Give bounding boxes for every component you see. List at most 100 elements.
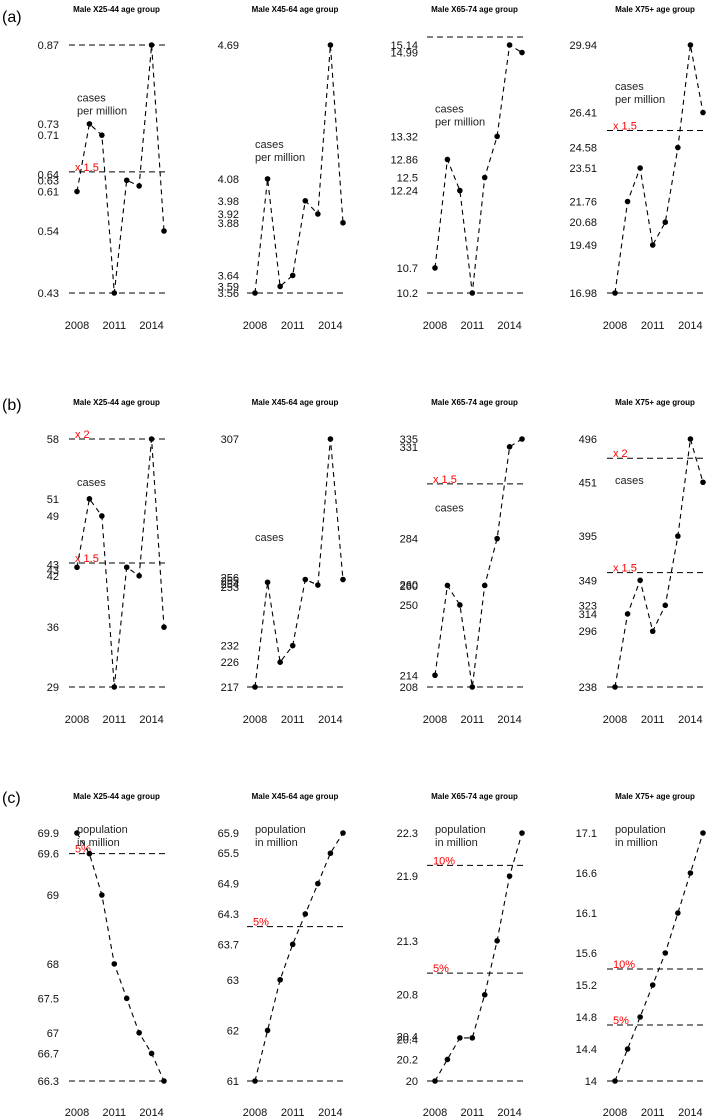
data-point (252, 290, 258, 296)
unit-annotation: cases (255, 139, 284, 151)
y-tick-label: 20 (406, 1076, 418, 1088)
unit-annotation: cases (255, 532, 284, 544)
y-tick-label: 260 (400, 580, 418, 592)
data-point (123, 564, 130, 571)
data-point (99, 132, 105, 138)
x-tick-label: 2011 (460, 714, 484, 726)
x-tick-label: 2014 (139, 1107, 163, 1118)
x-tick-label: 2011 (460, 1107, 484, 1118)
y-tick-label: 238 (579, 682, 597, 694)
x-tick-label: 2014 (318, 714, 342, 726)
data-point (86, 496, 93, 502)
y-tick-label: 66.7 (38, 1048, 59, 1060)
data-point (289, 941, 296, 948)
x-tick-label: 2014 (497, 1107, 521, 1118)
y-tick-label: 496 (579, 434, 597, 446)
data-point (649, 628, 656, 635)
subplot: Male X75+ age group 17.1 16.6 16.1 15.6 15.2 1… (576, 792, 706, 1118)
subplot: Male X65-74 age group 22.3 21.9 21.3 20.8 20.… (397, 792, 525, 1118)
data-point (662, 602, 669, 609)
data-point (315, 582, 321, 588)
unit-annotation: population (435, 824, 486, 836)
y-tick-label: 49 (47, 511, 59, 523)
reference-label: x 1.5 (433, 474, 457, 486)
unit-annotation: population (255, 824, 306, 836)
y-tick-label: 349 (579, 575, 597, 587)
series-line (254, 832, 344, 1082)
subplot-title: Male X65-74 age group (431, 5, 518, 14)
x-tick-label: 2008 (65, 714, 89, 726)
data-point (519, 49, 525, 56)
y-tick-label: 296 (579, 626, 597, 638)
y-tick-label: 0.64 (38, 170, 59, 182)
data-point (302, 576, 309, 583)
y-tick-label: 0.87 (38, 40, 59, 52)
subplot: Male X25-44 age group 69.9 69.6 69 68 67.5 67 6… (38, 792, 167, 1118)
data-point (264, 176, 271, 182)
y-tick-label: 451 (579, 477, 597, 489)
y-tick-label: 29.94 (569, 40, 597, 52)
y-tick-label: 15.14 (390, 40, 418, 52)
y-tick-label: 51 (47, 494, 59, 506)
data-point (111, 684, 118, 690)
data-point (252, 684, 258, 690)
y-tick-label: 226 (221, 657, 239, 669)
x-tick-label: 2014 (318, 1107, 342, 1118)
y-tick-label: 255 (221, 576, 239, 588)
series-line (76, 438, 165, 688)
y-tick-label: 23.51 (569, 163, 597, 175)
data-point (99, 513, 105, 519)
series-line (434, 438, 523, 688)
subplot-title: Male X75+ age group (615, 398, 695, 407)
subplot-title: Male X65-74 age group (431, 792, 518, 801)
data-point (277, 283, 283, 290)
data-point (687, 870, 694, 876)
subplot-title: Male X75+ age group (615, 5, 695, 14)
y-tick-label: 0.61 (38, 187, 59, 199)
y-tick-label: 395 (579, 531, 597, 543)
y-tick-label: 26.41 (569, 108, 597, 120)
data-point (481, 174, 488, 181)
data-point (340, 830, 346, 836)
unit-annotation: in million (255, 837, 298, 849)
y-tick-label: 67 (47, 1028, 59, 1040)
y-tick-label: 323 (579, 600, 597, 612)
y-tick-label: 21.76 (569, 197, 597, 209)
y-tick-label: 20.8 (397, 990, 418, 1002)
unit-annotation: cases (77, 92, 106, 104)
y-tick-label: 250 (400, 600, 418, 612)
data-point (675, 144, 681, 151)
data-point (494, 133, 500, 140)
data-point (74, 830, 80, 836)
reference-label: x 2 (75, 429, 90, 441)
data-point (457, 602, 463, 608)
x-tick-label: 2008 (423, 1107, 447, 1118)
x-tick-label: 2008 (423, 320, 447, 332)
unit-annotation: cases (615, 81, 644, 93)
y-tick-label: 69 (47, 890, 59, 902)
reference-label: 5% (253, 917, 269, 929)
x-tick-label: 2011 (641, 714, 665, 726)
reference-label: x 2 (613, 448, 628, 460)
data-point (264, 579, 271, 586)
y-tick-label: 232 (221, 641, 239, 653)
subplot-title: Male X25-44 age group (73, 398, 160, 407)
unit-annotation: cases (615, 475, 644, 487)
x-tick-label: 2014 (678, 1107, 702, 1118)
data-point (136, 1029, 142, 1036)
data-point (264, 1027, 271, 1034)
data-point (457, 1035, 463, 1041)
y-tick-label: 36 (47, 622, 59, 634)
data-point (494, 938, 500, 944)
data-point (340, 219, 346, 226)
y-tick-label: 61 (227, 1076, 239, 1088)
data-point (444, 156, 451, 163)
x-tick-label: 2011 (641, 1107, 665, 1118)
data-point (123, 995, 130, 1002)
panel-label: (a) (2, 9, 22, 26)
y-tick-label: 0.54 (38, 226, 59, 238)
